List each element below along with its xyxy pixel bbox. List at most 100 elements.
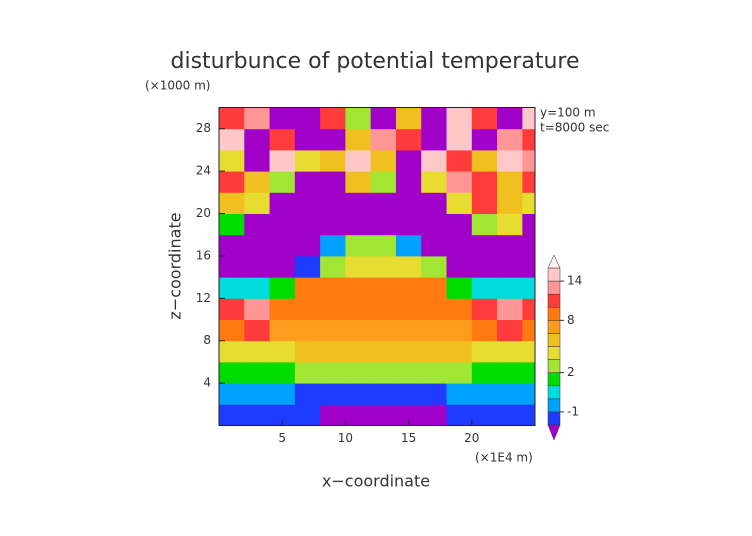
contour-cell (471, 298, 498, 320)
contour-cell (345, 234, 372, 257)
contour-cell (497, 340, 523, 363)
contour-cell (497, 192, 523, 214)
x-unit: (×1E4 m) (475, 451, 533, 465)
contour-cell (421, 404, 448, 426)
contour-cell (395, 107, 422, 130)
contour-cell (446, 298, 473, 320)
contour-cell (446, 404, 473, 426)
contour-cell (497, 149, 523, 172)
contour-cell (471, 213, 498, 236)
contour-cell (345, 149, 372, 172)
contour-cell (219, 213, 245, 236)
contour-cell (446, 319, 473, 342)
contour-cell (522, 277, 535, 299)
contour-cell (421, 319, 448, 342)
contour-cell (294, 192, 321, 214)
contour-cell (269, 128, 296, 151)
contour-cell (497, 404, 523, 426)
contour-cell (244, 298, 271, 320)
contour-cell (345, 319, 372, 342)
contour-cell (219, 340, 245, 363)
contour-cell (395, 277, 422, 299)
contour-cell (370, 277, 397, 299)
annotation: t=8000 sec (540, 121, 609, 135)
contour-cell (421, 192, 448, 214)
colorbar-box (547, 359, 561, 373)
plot-frame (218, 107, 536, 426)
contour-cell (522, 340, 535, 363)
contour-cell (395, 213, 422, 236)
annotation: y=100 m (540, 106, 596, 120)
contour-cell (269, 213, 296, 236)
y-tick-label: 8 (203, 333, 211, 347)
colorbar-box (547, 372, 561, 386)
contour-cell (471, 383, 498, 405)
contour-cell (370, 383, 397, 405)
contour-cell (370, 149, 397, 172)
contour-cell (395, 298, 422, 320)
contour-cell (294, 404, 321, 426)
contour-cell (219, 255, 245, 278)
contour-cell (294, 234, 321, 257)
contour-cell (370, 361, 397, 384)
contour-cell (471, 361, 498, 384)
contour-cell (294, 255, 321, 278)
contour-cell (219, 361, 245, 384)
contour-cell (497, 277, 523, 299)
contour-cell (320, 107, 346, 130)
contour-cell (522, 255, 535, 278)
contour-cell (320, 361, 346, 384)
contour-cell (497, 107, 523, 130)
colorbar-box (547, 280, 561, 295)
contour-cell (421, 171, 448, 193)
contour-cell (471, 255, 498, 278)
contour-field (219, 107, 535, 426)
contour-cell (294, 319, 321, 342)
contour-cell (294, 107, 321, 130)
contour-cell (497, 361, 523, 384)
contour-cell (269, 171, 296, 193)
colorbar-box (547, 398, 561, 413)
contour-cell (471, 319, 498, 342)
contour-cell (244, 149, 271, 172)
contour-cell (395, 340, 422, 363)
contour-cell (446, 171, 473, 193)
contour-cell (294, 149, 321, 172)
contour-cell (370, 107, 397, 130)
contour-cell (471, 234, 498, 257)
contour-cell (522, 298, 535, 320)
contour-cell (294, 383, 321, 405)
contour-cell (320, 404, 346, 426)
contour-cell (345, 255, 372, 278)
contour-cell (219, 149, 245, 172)
contour-cell (471, 340, 498, 363)
contour-cell (345, 361, 372, 384)
contour-cell (395, 404, 422, 426)
y-tick-label: 24 (196, 164, 211, 178)
contour-cell (446, 107, 473, 130)
contour-cell (446, 149, 473, 172)
contour-cell (522, 149, 535, 172)
contour-cell (320, 234, 346, 257)
contour-cell (345, 107, 372, 130)
contour-cell (244, 107, 271, 130)
contour-cell (522, 128, 535, 151)
contour-cell (370, 234, 397, 257)
y-tick-label: 16 (196, 248, 211, 262)
contour-cell (345, 298, 372, 320)
contour-cell (421, 234, 448, 257)
contour-cell (345, 213, 372, 236)
contour-cell (421, 383, 448, 405)
colorbar-box (547, 293, 561, 308)
contour-cell (244, 277, 271, 299)
contour-cell (219, 383, 245, 405)
contour-cell (244, 234, 271, 257)
contour-cell (421, 277, 448, 299)
contour-cell (395, 383, 422, 405)
x-axis-label: x−coordinate (322, 472, 430, 491)
contour-cell (345, 192, 372, 214)
y-tick-label: 4 (203, 376, 211, 390)
colorbar-low (547, 424, 561, 441)
contour-cell (395, 234, 422, 257)
